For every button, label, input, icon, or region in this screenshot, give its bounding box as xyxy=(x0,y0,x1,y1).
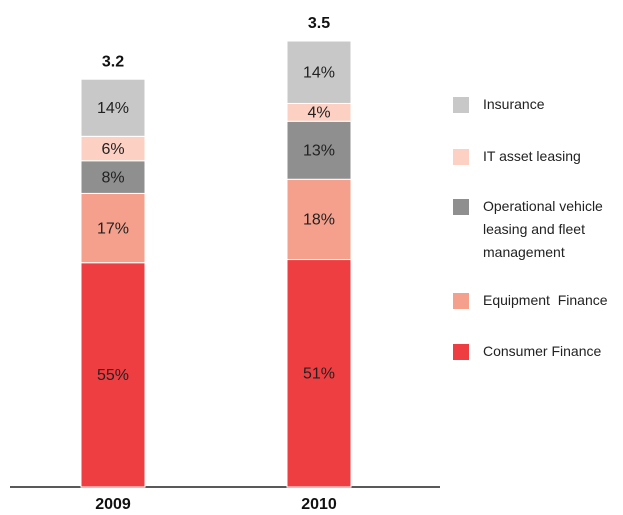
x-tick-label: 2010 xyxy=(301,496,337,513)
legend-item: Operational vehicle leasing and fleet ma… xyxy=(453,198,618,264)
legend-item: IT asset leasing xyxy=(453,148,618,168)
legend-label: Operational vehicle leasing and fleet ma… xyxy=(483,198,607,260)
bar-segment xyxy=(286,259,352,488)
legend-label: Equipment Finance xyxy=(483,292,608,308)
data-label: 4% xyxy=(307,105,330,122)
bar-segment xyxy=(286,40,352,104)
legend-label: IT asset leasing xyxy=(483,148,581,164)
legend-label: Consumer Finance xyxy=(483,343,602,359)
legend-item: Consumer Finance xyxy=(453,343,618,363)
bar-segment xyxy=(80,78,146,137)
total-label: 3.2 xyxy=(102,53,124,70)
bar-segment xyxy=(286,120,352,180)
legend-swatch xyxy=(453,199,469,215)
bar-segment xyxy=(80,160,146,194)
data-label: 8% xyxy=(101,169,124,186)
legend-swatch xyxy=(453,344,469,360)
bar-segment xyxy=(80,192,146,264)
data-label: 17% xyxy=(97,220,129,237)
total-label: 3.5 xyxy=(308,15,330,32)
data-label: 14% xyxy=(97,100,129,117)
legend-item: Equipment Finance xyxy=(453,292,618,312)
x-tick-label: 2009 xyxy=(95,496,131,513)
data-label: 55% xyxy=(97,367,129,384)
data-label: 14% xyxy=(303,64,335,81)
bar-segment xyxy=(286,178,352,261)
legend-swatch xyxy=(453,149,469,165)
legend-label: Insurance xyxy=(483,96,545,112)
legend-item: Insurance xyxy=(453,96,618,116)
bar-segment xyxy=(80,262,146,488)
data-label: 6% xyxy=(101,141,124,158)
legend-swatch xyxy=(453,293,469,309)
data-label: 18% xyxy=(303,212,335,229)
legend-swatch xyxy=(453,97,469,113)
data-label: 51% xyxy=(303,365,335,382)
data-label: 13% xyxy=(303,142,335,159)
